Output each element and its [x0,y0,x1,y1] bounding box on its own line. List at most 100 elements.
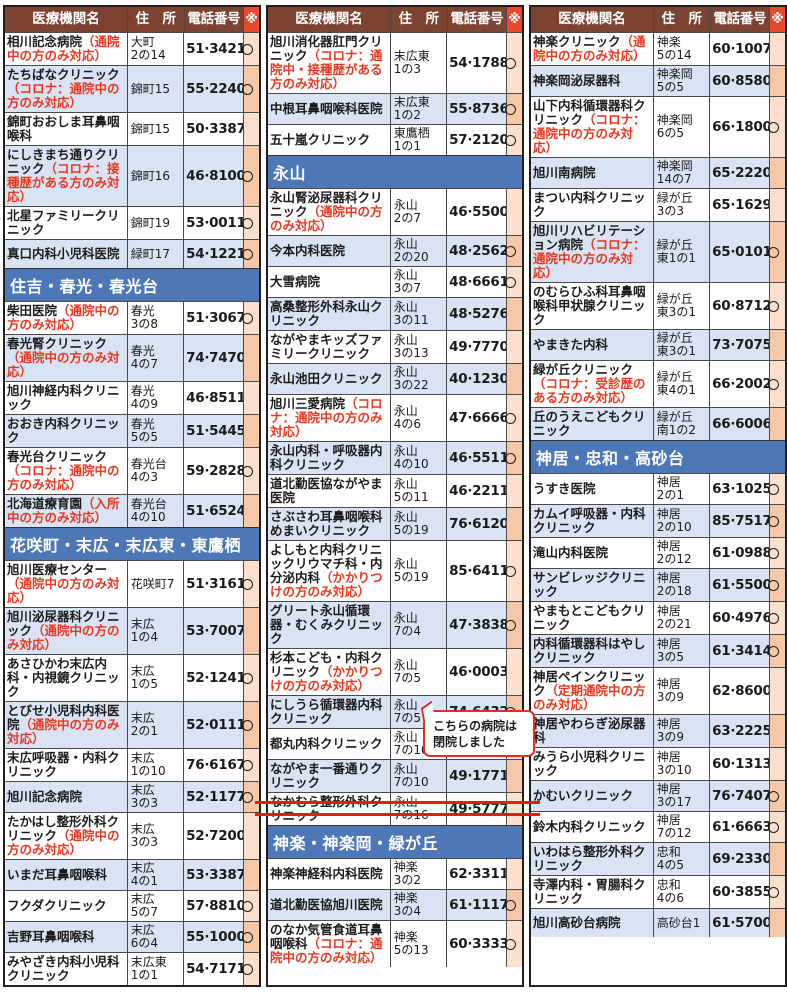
address-cell: 永山 2の7 [389,189,446,235]
clinic-restriction-note: （コロナ：通院中の方のみ対応） [270,936,383,965]
address-cell: 永山 2の20 [389,236,446,266]
table-row: グリート永山循環器・むくみクリニック 永山 7の4 47·3838 [268,601,523,648]
address-cell: 神居 2の1 [652,474,709,504]
mark-cell [769,668,786,714]
phone-cell: 49·7770 [446,331,509,363]
header-cell: 電話番号 [709,7,770,32]
mark-cell [767,569,786,601]
phone-cell: 53·0011 [183,207,246,239]
mark-cell [506,189,523,235]
table-row: 旭川消化器肛門クリニック（コロナ：通院中・接種歴がある方のみ対応） 末広東 1の3… [268,32,523,93]
table-row: うすき医院 神居 2の1 63·1025 [531,473,786,504]
address-cell: 神居 2の21 [652,602,709,634]
table-row: 柴田医院（通院中の方のみ対応） 春光 3の8 51·3067 [5,301,260,334]
address-cell: 神居 2の12 [652,538,709,568]
section-header: 神居・忠和・高砂台 [531,440,785,473]
clinic-name-text: まつい内科クリニック [533,190,646,219]
address-cell: 神楽岡 14の7 [652,158,709,188]
section-header: 住吉・春光・春光台 [5,268,259,301]
table-row: 道北勤医協ながやま医院 永山 5の11 46·2211 [268,474,523,507]
clinic-name-cell: 滝山内科医院 [531,538,653,568]
address-cell: 末広 6の4 [126,922,183,952]
table-row: 大雪病院 永山 3の7 48·6661 [268,266,523,297]
eligible-circle-icon [241,170,253,182]
clinic-restriction-note: （コロナ：接種歴がある方のみ対応） [7,161,120,204]
clinic-name-cell: いわはら整形外科クリニック [531,843,653,875]
clinic-name-cell: 杉本こども・内科クリニック（かかりつけの方のみ対応） [268,649,390,695]
mark-cell [504,236,523,266]
clinic-name-cell: まつい内科クリニック [531,189,653,221]
address-cell: 春光 3の8 [126,302,183,334]
phone-cell: 48·2562 [446,236,509,266]
mark-cell [767,812,786,842]
clinic-name-text: 春光台クリニック（コロナ：通院中の方のみ対応） [7,449,120,492]
table-row: ながやまキッズファミリークリニック 永山 3の13 49·7770 [268,330,523,363]
clinic-name-cell: 大雪病院 [268,267,390,297]
phone-cell: 62·8600 [709,668,772,714]
clinic-name-text: ながやまキッズファミリークリニック [270,332,383,361]
table-row: 高桑整形外科永山クリニック 永山 3の11 48·5276 [268,297,523,330]
mark-cell [767,361,786,407]
clinic-restriction-note: （かかりつけの方のみ対応） [270,664,383,693]
clinic-name-text: 鈴木内科クリニック [533,819,646,834]
clinic-name-text: 錦町おおしま耳鼻咽喉科 [7,114,120,143]
clinic-restriction-note: （通院中の方のみ対応） [7,303,120,332]
eligible-circle-icon [767,378,779,390]
clinic-name-cell: 旭川神経内科クリニック [5,382,127,414]
address-cell: 錦町16 [126,146,183,206]
table-row: 緑が丘クリニック（コロナ：受診歴のある方のみ対応） 緑が丘 東4の1 66·2002 [531,360,786,407]
address-cell: 永山 3の7 [389,267,446,297]
mark-cell [243,335,260,381]
mark-cell [243,608,260,654]
phone-cell: 52·7200 [183,813,246,859]
clinic-name-cell: 今本内科医院 [268,236,390,266]
address-cell: 神居 2の18 [652,569,709,601]
phone-cell: 66·1800 [709,97,772,157]
phone-cell: 76·6120 [446,508,509,540]
clinic-restriction-note: （コロナ：通院中の方のみ対応） [533,237,646,280]
eligible-circle-icon [504,103,516,115]
table-row: かむいクリニック 神居 3の17 76·7407 [531,780,786,811]
eligible-circle-icon [767,515,779,527]
table-row: 内科循環器科はやしクリニック 神居 3の5 61·3414 [531,634,786,667]
mark-cell [504,442,523,474]
clinic-name-text: 神楽神経科内科医院 [270,866,383,881]
address-cell: 東鷹栖 1の1 [389,125,446,155]
mark-cell [241,146,260,206]
clinic-name-cell: おおき内科クリニック [5,415,127,447]
clinic-name-text: グリート永山循環器・むくみクリニック [270,603,384,646]
eligible-circle-icon [241,672,253,684]
clinic-name-cell: 旭川リハビリテーション病院（コロナ：通院中の方のみ対応） [531,222,653,282]
clinic-name-text: 杉本こども・内科クリニック（かかりつけの方のみ対応） [270,650,383,693]
table-row: なかむら整形外科クリニック永山 7の1649·5777 [255,792,540,825]
section-header: 花咲町・末広・末広東・東鷹栖 [5,527,259,560]
phone-cell: 54·7171 [183,953,246,985]
address-cell: 緑が丘 東1の1 [652,222,709,282]
clinic-name-cell: 旭川三愛病院（コロナ：通院中の方のみ対応） [268,395,390,441]
address-cell: 神居 2の10 [652,505,709,537]
clinic-name-cell: さぶさわ耳鼻咽喉科めまいクリニック [268,508,390,540]
eligible-circle-icon [504,565,516,577]
clinic-name-cell: みやざき内科小児科クリニック [5,953,127,985]
phone-cell: 51·6524 [183,495,246,527]
callout-text-line1: こちらの病院は [433,719,518,733]
phone-cell: 55·2240 [183,66,246,112]
mark-cell [504,890,523,920]
clinic-name-cell: ながやま一番通りクリニック [268,760,390,792]
eligible-circle-icon [504,276,516,288]
table-row: 真口内科小児科医院 緑町17 54·1221 [5,239,260,268]
mark-cell [504,602,523,648]
clinic-name-text: なかむら整形外科クリニック [270,795,388,823]
clinic-name-cell: 緑が丘クリニック（コロナ：受診歴のある方のみ対応） [531,361,653,407]
phone-cell: 46·0003 [446,649,509,695]
clinic-restriction-note: （定期通院中の方のみ対応） [533,683,646,712]
clinic-name-text: 寺澤内科・胃腸科クリニック [533,877,646,906]
address-cell: 神楽 3の2 [389,859,446,889]
phone-cell: 73·7075 [709,330,772,360]
address-cell: 錦町15 [126,113,183,145]
phone-cell: 46·2211 [446,475,509,507]
clinic-name-cell: 鈴木内科クリニック [531,812,653,842]
clinic-restriction-note: （かかりつけの方のみ対応） [270,570,383,599]
clinic-restriction-note: （コロナ：通院中の方のみ対応） [7,81,120,110]
table-row: とびせ小児科内科医院（通院中の方のみ対応） 末広 2の1 52·0111 [5,701,260,748]
